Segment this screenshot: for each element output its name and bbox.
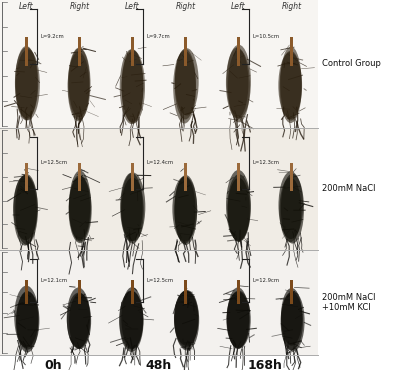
Text: L=9.7cm: L=9.7cm [146,34,170,39]
FancyBboxPatch shape [237,37,240,66]
Ellipse shape [174,291,198,348]
Ellipse shape [226,47,248,118]
Ellipse shape [69,175,90,240]
Ellipse shape [121,178,144,243]
Text: L=12.3cm: L=12.3cm [252,160,279,165]
Text: Right: Right [282,2,302,11]
Ellipse shape [16,49,40,120]
Ellipse shape [226,292,250,348]
Ellipse shape [175,48,199,115]
Ellipse shape [69,293,91,349]
Ellipse shape [228,178,250,242]
Ellipse shape [16,291,38,353]
Ellipse shape [174,175,197,245]
Text: L=10.5cm: L=10.5cm [252,34,280,39]
FancyBboxPatch shape [290,163,293,191]
Ellipse shape [68,176,92,243]
Ellipse shape [120,49,143,124]
Ellipse shape [15,174,38,245]
Ellipse shape [13,175,38,240]
Ellipse shape [280,51,302,123]
Ellipse shape [278,52,302,119]
Text: Right: Right [176,2,196,11]
Text: Left: Left [125,2,140,11]
Text: L=12.5cm: L=12.5cm [146,278,174,283]
Ellipse shape [16,292,40,350]
Text: Left: Left [231,2,246,11]
Ellipse shape [69,48,90,117]
Text: L=12.4cm: L=12.4cm [146,160,174,165]
Ellipse shape [280,47,302,121]
Ellipse shape [173,51,196,124]
FancyBboxPatch shape [25,280,28,305]
Ellipse shape [15,46,38,120]
Text: L=12.1cm: L=12.1cm [40,278,68,283]
Ellipse shape [67,293,90,349]
Ellipse shape [281,174,304,243]
Ellipse shape [13,175,37,246]
Ellipse shape [15,47,38,118]
Text: 200mM NaCl: 200mM NaCl [322,184,376,193]
Ellipse shape [228,50,250,122]
Text: L=12.5cm: L=12.5cm [40,160,68,165]
Ellipse shape [226,170,251,241]
Ellipse shape [227,174,251,242]
Text: Control Group: Control Group [322,59,381,68]
Ellipse shape [280,177,301,242]
Ellipse shape [67,287,90,348]
Ellipse shape [281,291,304,351]
Ellipse shape [174,291,199,346]
Ellipse shape [122,51,145,124]
Ellipse shape [120,173,143,242]
FancyBboxPatch shape [184,163,187,191]
Ellipse shape [14,286,38,348]
Ellipse shape [68,47,90,120]
FancyBboxPatch shape [237,280,240,305]
FancyBboxPatch shape [0,250,318,355]
Ellipse shape [69,171,91,242]
Text: L=12.9cm: L=12.9cm [252,278,280,283]
Text: 200mM NaCl
+10mM KCl: 200mM NaCl +10mM KCl [322,293,376,312]
FancyBboxPatch shape [78,37,81,66]
Text: 48h: 48h [146,359,172,370]
Ellipse shape [122,49,144,122]
Ellipse shape [119,291,143,350]
FancyBboxPatch shape [25,37,28,66]
Text: L=9.2cm: L=9.2cm [40,34,64,39]
FancyBboxPatch shape [290,37,293,66]
Ellipse shape [174,290,199,350]
FancyBboxPatch shape [131,163,134,191]
Ellipse shape [227,291,251,349]
Text: 168h: 168h [248,359,282,370]
Ellipse shape [172,176,197,242]
FancyBboxPatch shape [0,128,318,250]
Ellipse shape [121,172,145,241]
FancyBboxPatch shape [290,280,293,305]
Text: Left: Left [19,2,34,11]
Ellipse shape [174,176,196,244]
FancyBboxPatch shape [184,37,187,66]
Ellipse shape [226,45,251,118]
Ellipse shape [175,49,196,120]
Ellipse shape [227,287,249,349]
Text: Right: Right [70,2,90,11]
FancyBboxPatch shape [0,0,318,128]
Ellipse shape [281,288,302,346]
Text: 0h: 0h [44,359,62,370]
Ellipse shape [68,52,89,121]
Ellipse shape [119,290,144,352]
FancyBboxPatch shape [237,163,240,191]
Ellipse shape [278,171,303,239]
FancyBboxPatch shape [184,280,187,305]
FancyBboxPatch shape [131,37,134,66]
FancyBboxPatch shape [78,280,81,305]
Ellipse shape [280,292,303,350]
FancyBboxPatch shape [131,280,134,305]
FancyBboxPatch shape [25,163,28,191]
Ellipse shape [121,287,143,349]
FancyBboxPatch shape [78,163,81,191]
